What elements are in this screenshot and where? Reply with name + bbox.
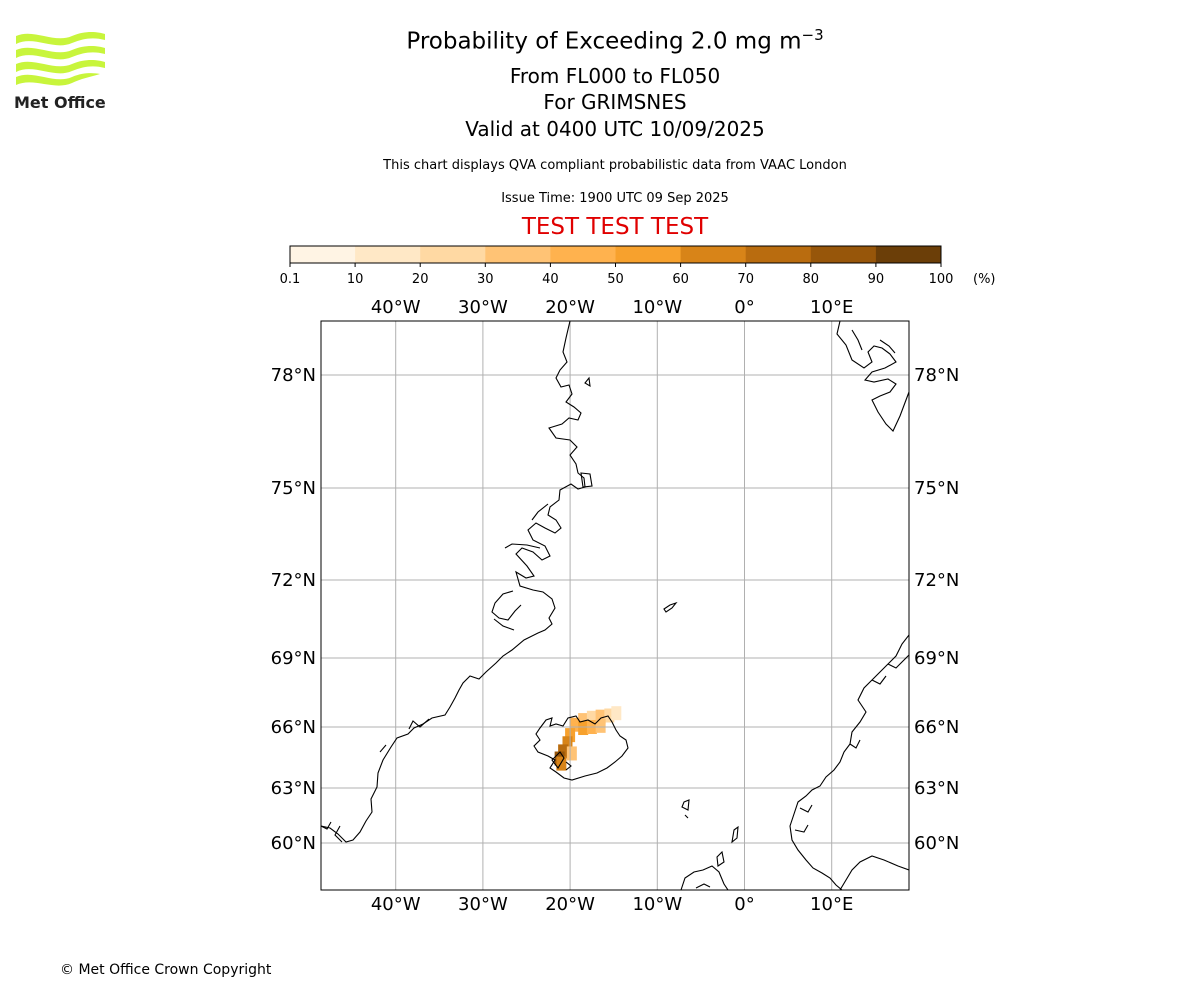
coastline-greenland bbox=[321, 321, 586, 843]
colorbar-tick-label: 10 bbox=[347, 272, 364, 287]
ash-cell bbox=[569, 717, 580, 732]
title-superscript: −3 bbox=[801, 26, 824, 44]
colorbar-segment bbox=[550, 246, 616, 263]
longitude-label: 10°E bbox=[810, 894, 853, 915]
coastline-svalbard bbox=[836, 321, 909, 432]
colorbar-segment bbox=[420, 246, 486, 263]
ash-cell bbox=[558, 744, 569, 759]
met-office-wave-logo: Met Office bbox=[14, 32, 106, 112]
latitude-label: 75°N bbox=[271, 478, 316, 499]
colorbar-tick-label: 50 bbox=[607, 272, 624, 287]
longitude-label: 0° bbox=[734, 894, 754, 915]
latitude-label: 78°N bbox=[271, 365, 316, 386]
disclaimer-text: This chart displays QVA compliant probab… bbox=[383, 158, 847, 173]
ash-cell bbox=[611, 706, 622, 721]
longitude-label: 20°W bbox=[545, 894, 595, 915]
colorbar-tick-label: 20 bbox=[412, 272, 429, 287]
latitude-label: 69°N bbox=[271, 648, 316, 669]
ash-cell bbox=[578, 713, 589, 728]
ash-cell bbox=[595, 709, 606, 724]
colorbar-segment bbox=[875, 246, 942, 263]
map-frame bbox=[320, 320, 910, 891]
ash-cell bbox=[566, 746, 577, 761]
ash-cell bbox=[562, 736, 573, 751]
latitude-label: 63°N bbox=[271, 778, 316, 799]
title-main: Probability of Exceeding 2.0 mg m bbox=[406, 28, 802, 55]
latitude-label: 60°N bbox=[914, 833, 959, 854]
latitude-label: 72°N bbox=[271, 570, 316, 591]
longitude-label: 30°W bbox=[458, 297, 508, 318]
chart-title: Probability of Exceeding 2.0 mg m−3 bbox=[0, 26, 1200, 55]
colorbar-segment bbox=[615, 246, 682, 263]
ash-cell bbox=[578, 721, 589, 736]
coastlines bbox=[321, 321, 909, 890]
ash-cell bbox=[604, 708, 615, 723]
latitude-label: 60°N bbox=[271, 833, 316, 854]
colorbar-unit: (%) bbox=[973, 272, 996, 287]
graticule bbox=[321, 321, 909, 890]
latitude-label: 66°N bbox=[914, 717, 959, 738]
coastline-iceland bbox=[533, 715, 629, 781]
colorbar: 0.1 10 20 30 40 50 60 70 80 90 100 bbox=[280, 245, 954, 287]
longitude-label: 10°W bbox=[632, 297, 682, 318]
copyright-text: © Met Office Crown Copyright bbox=[60, 962, 272, 978]
latitude-label: 78°N bbox=[914, 365, 959, 386]
flight-level-range: From FL000 to FL050 bbox=[509, 64, 721, 88]
ash-cell bbox=[556, 756, 567, 771]
colorbar-tick-label: 80 bbox=[803, 272, 820, 287]
met-office-logo: Met Office bbox=[14, 30, 114, 114]
logo-text: Met Office bbox=[14, 93, 106, 112]
colorbar-tick-label: 30 bbox=[477, 272, 494, 287]
longitude-label: 10°W bbox=[632, 894, 682, 915]
colorbar-segment bbox=[745, 246, 812, 263]
ash-cell bbox=[595, 718, 606, 733]
colorbar-segment bbox=[810, 246, 877, 263]
ash-cell bbox=[586, 710, 597, 725]
valid-time: Valid at 0400 UTC 10/09/2025 bbox=[465, 117, 765, 141]
colorbar-tick-label: 40 bbox=[542, 272, 559, 287]
coastline-norway bbox=[789, 634, 909, 890]
colorbar-tick-label: 70 bbox=[737, 272, 754, 287]
longitude-label: 30°W bbox=[458, 894, 508, 915]
latitude-label: 72°N bbox=[914, 570, 959, 591]
ash-plume bbox=[554, 706, 622, 771]
issue-time: Issue Time: 1900 UTC 09 Sep 2025 bbox=[501, 191, 729, 206]
axis-labels: 40°W 40°W 30°W 30°W 20°W 20°W 10°W 10°W 0° 0° 10°E… bbox=[271, 297, 960, 915]
volcano-name: For GRIMSNES bbox=[543, 90, 687, 114]
latitude-label: 66°N bbox=[271, 717, 316, 738]
latitude-label: 63°N bbox=[914, 778, 959, 799]
test-banner: TEST TEST TEST bbox=[521, 214, 709, 240]
longitude-label: 40°W bbox=[371, 894, 421, 915]
colorbar-segment bbox=[485, 246, 551, 263]
colorbar-tick-label: 100 bbox=[929, 272, 954, 287]
colorbar-segment bbox=[680, 246, 747, 263]
longitude-label: 0° bbox=[734, 297, 754, 318]
latitude-label: 69°N bbox=[914, 648, 959, 669]
colorbar-tick-label: 0.1 bbox=[280, 272, 301, 287]
longitude-label: 20°W bbox=[545, 297, 595, 318]
colorbar-segment bbox=[290, 246, 356, 263]
colorbar-tick-label: 60 bbox=[672, 272, 689, 287]
colorbar-segment bbox=[355, 246, 421, 263]
longitude-label: 10°E bbox=[810, 297, 853, 318]
longitude-label: 40°W bbox=[371, 297, 421, 318]
map-background bbox=[321, 321, 909, 890]
latitude-label: 75°N bbox=[914, 478, 959, 499]
colorbar-tick-label: 90 bbox=[868, 272, 885, 287]
